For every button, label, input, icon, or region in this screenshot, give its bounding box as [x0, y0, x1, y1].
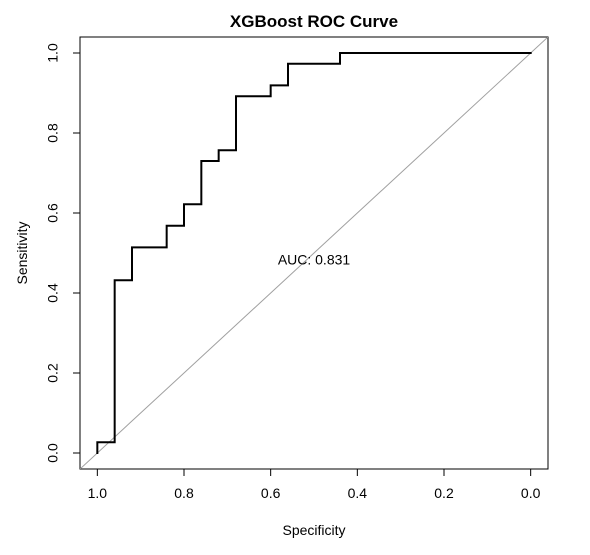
y-tick-label: 0.2: [45, 363, 61, 383]
plot-area: [80, 37, 548, 469]
x-axis-label: Specificity: [282, 522, 345, 538]
chart-title: XGBoost ROC Curve: [230, 12, 398, 31]
y-tick-label: 0.4: [45, 283, 61, 303]
y-tick-label: 0.8: [45, 123, 61, 143]
x-tick-label: 0.6: [261, 485, 281, 501]
y-axis-label: Sensitivity: [14, 221, 30, 284]
auc-annotation: AUC: 0.831: [278, 252, 351, 268]
x-tick-label: 0.8: [174, 485, 194, 501]
y-tick-label: 1.0: [45, 43, 61, 63]
reference-diagonal-line: [80, 37, 548, 469]
roc-curve-line: [96, 52, 532, 454]
x-tick-label: 0.0: [521, 485, 541, 501]
x-tick-label: 0.4: [348, 485, 368, 501]
x-tick-label: 0.2: [434, 485, 454, 501]
x-tick-label: 1.0: [88, 485, 108, 501]
y-axis: 0.0 0.2 0.4 0.6 0.8 1.0: [45, 43, 81, 463]
y-tick-label: 0.6: [45, 203, 61, 223]
x-axis: 1.0 0.8 0.6 0.4 0.2 0.0: [88, 468, 541, 501]
y-tick-label: 0.0: [45, 443, 61, 463]
